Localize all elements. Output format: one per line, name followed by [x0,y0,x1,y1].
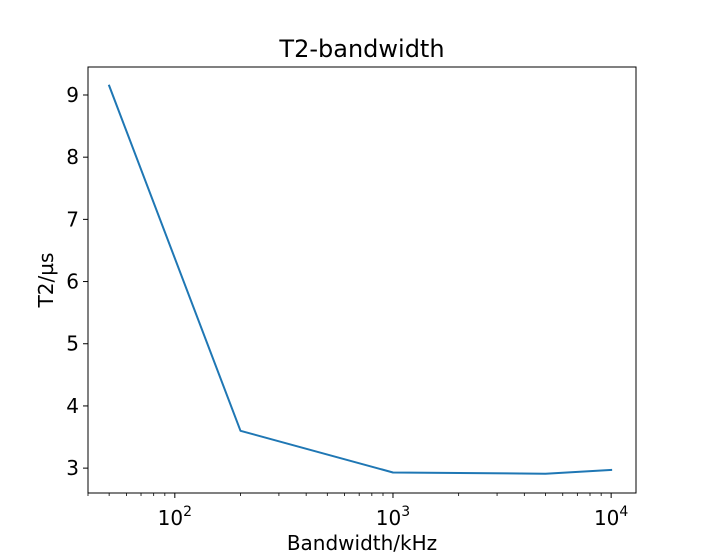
chart-title: T2-bandwidth [278,35,444,63]
y-tick-label: 5 [66,332,79,356]
y-tick-label: 8 [66,145,79,169]
x-axis-label: Bandwidth/kHz [287,531,437,554]
y-axis-label: T2/µs [34,253,58,309]
y-tick-label: 4 [66,394,79,418]
plot-frame [87,66,637,494]
plot-area: 3 4 5 6 7 8 9 102 103 104 [66,83,628,530]
series-line [107,84,613,475]
y-tick-label: 7 [66,207,79,231]
y-tick-label: 9 [66,83,79,107]
x-tick-label: 103 [376,504,410,530]
y-tick-label: 6 [66,270,79,294]
x-tick-label: 102 [158,504,192,530]
x-tick-label: 104 [594,504,628,530]
y-tick-label: 3 [66,456,79,480]
